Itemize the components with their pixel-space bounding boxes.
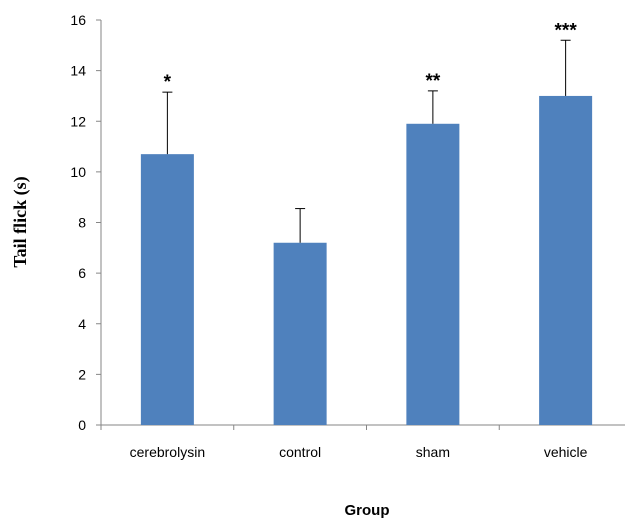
- significance-marker: **: [425, 71, 440, 92]
- x-tick-label: cerebrolysin: [130, 444, 205, 460]
- y-tick-label: 8: [78, 215, 86, 231]
- x-tick-label: sham: [416, 444, 450, 460]
- bars: [140, 95, 593, 425]
- y-tick-label: 6: [78, 265, 86, 281]
- y-tick-label: 4: [78, 316, 86, 332]
- bar: [140, 154, 194, 425]
- x-axis-title: Group: [345, 502, 390, 519]
- significance-marker: ***: [555, 20, 578, 41]
- error-bars: [162, 39, 571, 243]
- significance-markers: * *****: [164, 20, 578, 93]
- bar: [273, 242, 327, 425]
- x-tick-label: vehicle: [544, 444, 588, 460]
- y-tick-label: 12: [70, 113, 86, 129]
- y-axis-title: Tail flick (s): [10, 176, 31, 267]
- y-tick-label: 2: [78, 366, 86, 382]
- bar: [539, 95, 593, 425]
- x-ticks: cerebrolysin control sham vehicle: [100, 425, 588, 460]
- bar: [406, 123, 460, 425]
- y-ticks: 0 2 4 6 8 10 12 14 16: [70, 12, 101, 433]
- y-tick-label: 14: [70, 63, 86, 79]
- x-tick-label: control: [279, 444, 321, 460]
- y-tick-label: 10: [70, 164, 86, 180]
- significance-marker: *: [164, 72, 172, 93]
- y-tick-label: 0: [78, 417, 86, 433]
- y-tick-label: 16: [70, 12, 86, 28]
